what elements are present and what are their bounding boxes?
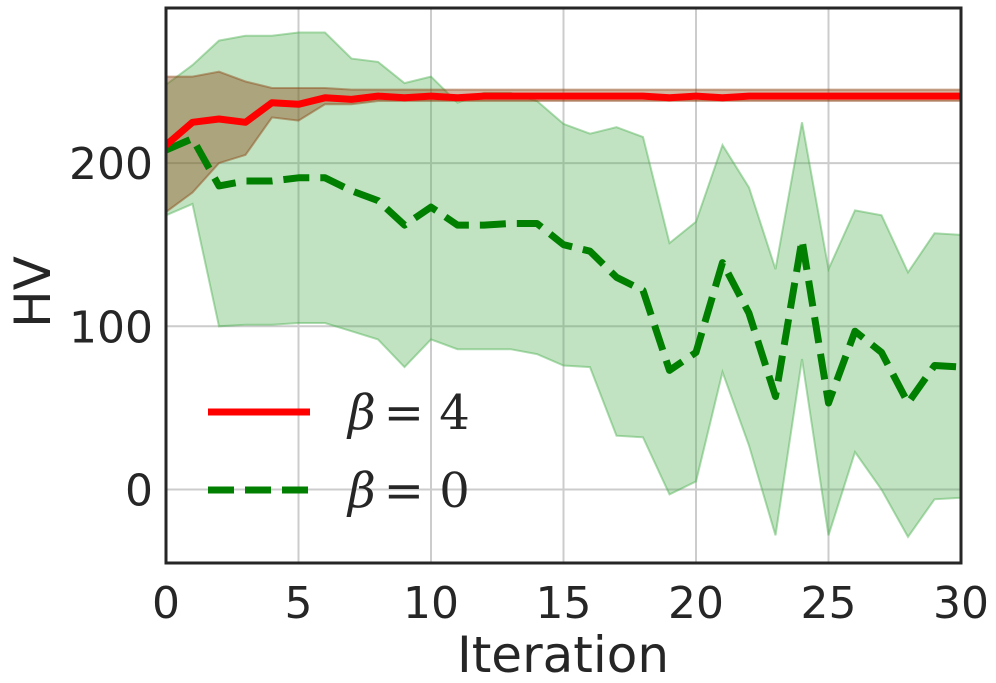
legend: β = 4β = 0 [208,385,470,519]
band-series-1 [166,31,961,539]
legend-value-1: = 0 [384,463,470,519]
legend-label-1: β = 0 [346,463,470,519]
legend-symbol-0: β [346,385,376,441]
x-tick-labels: 0 5 10 15 20 25 30 [152,578,989,629]
legend-symbol-1: β [346,463,376,519]
x-tick-label-0: 0 [152,578,180,629]
confidence-bands [166,31,961,539]
x-tick-label-5: 25 [801,578,857,629]
line-series-1 [166,135,961,407]
x-axis-label: Iteration [457,626,669,683]
x-tick-label-2: 10 [403,578,459,629]
x-tick-label-4: 20 [668,578,724,629]
line-series-0 [166,92,961,148]
x-tick-label-6: 30 [933,578,989,629]
series-lines [166,92,961,407]
plot-frame [164,6,963,565]
x-tick-label-3: 15 [536,578,592,629]
legend-label-0: β = 4 [346,385,470,441]
y-tick-label-0: 0 [125,466,153,517]
y-tick-label-1: 100 [69,302,153,353]
y-tick-labels: 0 100 200 [69,139,153,516]
band-series-0 [166,70,961,214]
y-tick-label-2: 200 [69,139,153,190]
legend-value-0: = 4 [384,385,470,441]
y-axis-label: HV [4,256,62,328]
x-tick-label-1: 5 [285,578,313,629]
